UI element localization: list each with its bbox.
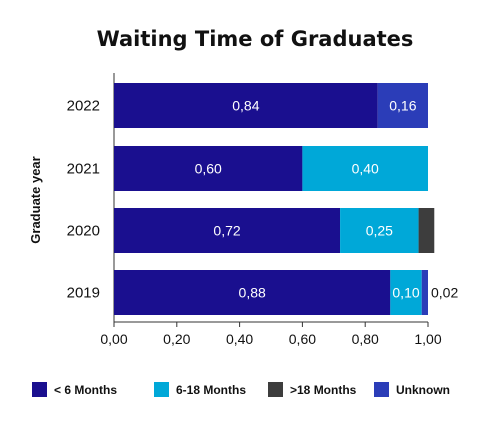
legend-swatch-1: [154, 382, 169, 397]
category-label-2022: 2022: [67, 98, 100, 115]
data-label-2022-series-3: 0,16: [389, 98, 416, 114]
bar-2022-series-3: [377, 83, 428, 128]
legend: < 6 Months 6-18 Months >18 Months Unknown: [32, 382, 450, 397]
bar-2019-series-3: [421, 270, 428, 315]
data-label-2019-series-1: 0,10: [392, 285, 419, 301]
bar-2021-series-0: [114, 146, 303, 191]
data-label-2021-series-0: 0,60: [195, 161, 222, 177]
data-label-2021-series-1: 0,40: [352, 161, 379, 177]
legend-label-3: Unknown: [396, 383, 450, 397]
legend-swatch-0: [32, 382, 47, 397]
data-label-2020-series-0: 0,72: [213, 223, 240, 239]
data-label-2020-series-1: 0,25: [366, 223, 393, 239]
data-label-2019-series-0: 0,88: [239, 285, 266, 301]
bar-2020-series-1: [340, 208, 419, 253]
x-tick-label-2: 0,40: [226, 331, 253, 347]
bar-2019-series-0: [114, 270, 391, 315]
x-tick-label-5: 1,00: [414, 331, 441, 347]
bar-2022-series-0: [114, 83, 378, 128]
category-label-2021: 2021: [67, 161, 100, 178]
legend-label-2: >18 Months: [290, 383, 357, 397]
y-axis-label: Graduate year: [28, 156, 43, 243]
chart-title: Waiting Time of Graduates: [97, 27, 414, 51]
bar-2019-series-1: [390, 270, 422, 315]
category-labels: 2022 2021 2020 2019: [67, 98, 100, 302]
data-label-2022-series-0: 0,84: [232, 98, 259, 114]
x-tick-label-4: 0,80: [352, 331, 379, 347]
x-tick-label-1: 0,20: [163, 331, 190, 347]
data-label-2019-series-3: 0,02: [431, 285, 458, 301]
bar-2020-series-0: [114, 208, 341, 253]
category-label-2019: 2019: [67, 285, 100, 302]
bar-2021-series-1: [302, 146, 428, 191]
legend-swatch-2: [268, 382, 283, 397]
bars-group: 0,84 0,16 0,60 0,40 0,72 0,25 0,88 0,10 0,02: [114, 83, 458, 315]
legend-label-0: < 6 Months: [54, 383, 117, 397]
x-tick-labels: 0,00 0,20 0,40 0,60 0,80 1,00: [100, 322, 442, 347]
legend-swatch-3: [374, 382, 389, 397]
x-tick-label-3: 0,60: [289, 331, 316, 347]
bar-2020-series-2: [418, 208, 435, 253]
category-label-2020: 2020: [67, 223, 100, 240]
legend-label-1: 6-18 Months: [176, 383, 246, 397]
x-tick-label-0: 0,00: [100, 331, 127, 347]
